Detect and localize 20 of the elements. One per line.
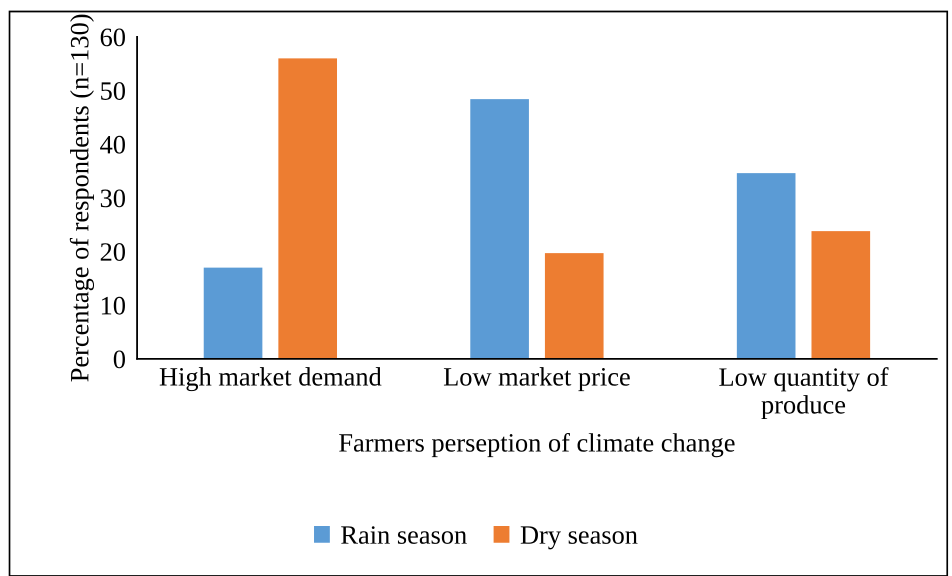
y-tick-label: 10 [102, 296, 125, 315]
bar [470, 99, 529, 359]
y-axis-title: Percentage of respondents (n=130) [70, 14, 94, 382]
bar [278, 58, 338, 359]
y-tick-label: 20 [100, 243, 125, 261]
y-tick-label: 30 [100, 189, 125, 208]
x-axis-title: Farmers perseption of climate change [339, 432, 735, 458]
legend-label: Dry season [520, 526, 638, 550]
x-tick-label: Low quantity of produce [719, 367, 889, 420]
bar [204, 268, 262, 359]
legend-label: Rain season [341, 526, 467, 544]
bar [811, 231, 870, 359]
x-tick-label: Low market price [444, 367, 630, 392]
bar [736, 173, 796, 359]
x-tick-label: High market demand [160, 367, 382, 392]
y-tick-label: 60 [100, 28, 125, 46]
y-tick-label: 50 [101, 82, 125, 100]
bar [544, 253, 604, 359]
y-tick-label: 40 [100, 136, 125, 154]
y-tick-label: 0 [114, 350, 125, 368]
